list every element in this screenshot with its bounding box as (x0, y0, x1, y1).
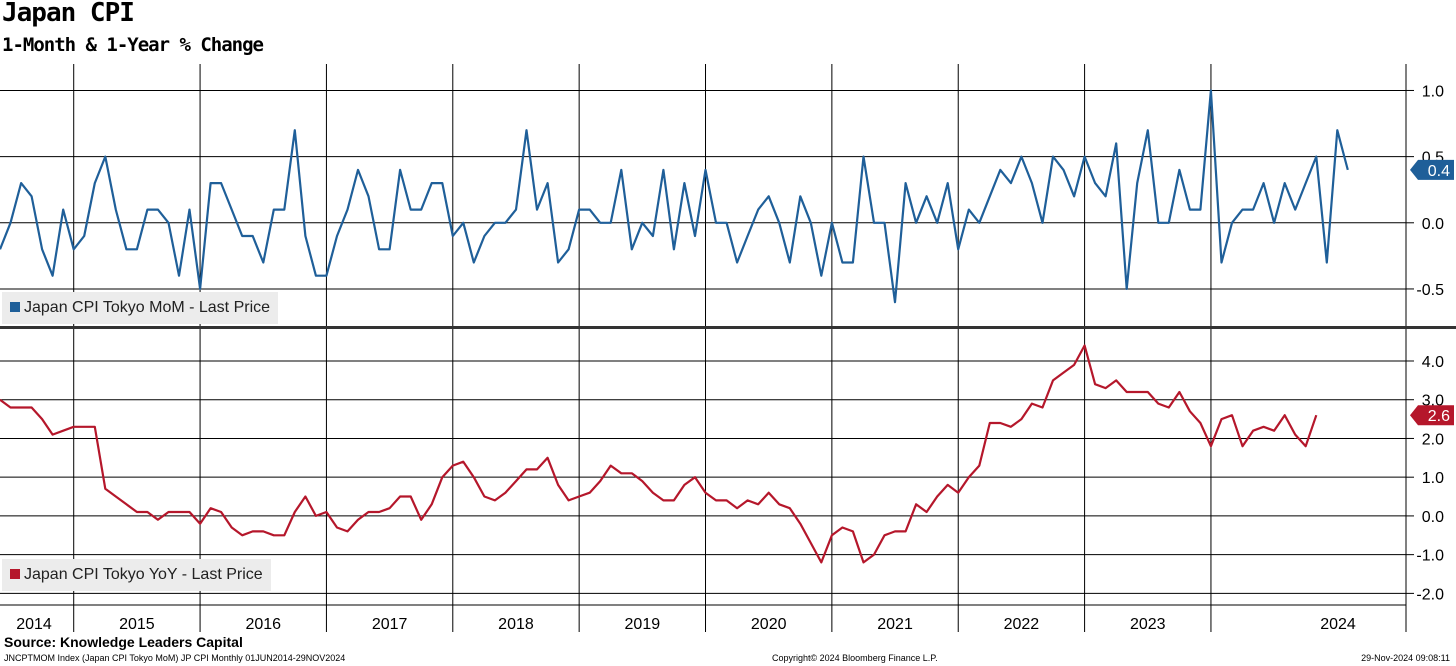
x-year-label: 2015 (119, 616, 155, 633)
yoy-series-last-value: 2.6 (1428, 408, 1450, 425)
x-year-label: 2023 (1130, 616, 1166, 633)
legend-yoy-swatch (10, 568, 20, 579)
yoy-ytick-label: 2.0 (1422, 431, 1444, 448)
legend-mom-swatch (10, 301, 20, 312)
mom-ytick-label: 1.0 (1422, 83, 1444, 100)
chart-subtitle: 1-Month & 1-Year % Change (2, 34, 264, 56)
footer-left: JNCPTMOM Index (Japan CPI Tokyo MoM) JP … (4, 653, 346, 663)
mom-series (0, 89, 1349, 304)
x-year-label: 2021 (877, 616, 913, 633)
legend-mom[interactable]: Japan CPI Tokyo MoM - Last Price (2, 292, 279, 324)
x-year-label: 2022 (1004, 616, 1040, 633)
footer-copyright: Copyright© 2024 Bloomberg Finance L.P. (772, 653, 938, 663)
x-year-label: 2017 (372, 616, 408, 633)
x-year-label: 2014 (16, 616, 52, 633)
yoy-ytick-label: -2.0 (1416, 586, 1444, 603)
footer-timestamp: 29-Nov-2024 09:08:11 (1361, 653, 1450, 663)
yoy-ytick-label: 0.0 (1422, 509, 1444, 526)
mom-series-last-badge (1410, 159, 1454, 180)
x-year-label: 2020 (751, 616, 787, 633)
x-year-label: 2016 (245, 616, 281, 633)
yoy-ytick-label: -1.0 (1416, 548, 1444, 565)
gridlines (0, 64, 1407, 632)
chart-title: Japan CPI (2, 0, 135, 28)
legend-yoy[interactable]: Japan CPI Tokyo YoY - Last Price (2, 559, 271, 591)
yoy-ytick-label: 4.0 (1422, 354, 1444, 371)
x-year-label: 2018 (498, 616, 534, 633)
mom-series-last-value: 0.4 (1428, 163, 1450, 180)
yoy-ytick-label: 1.0 (1422, 470, 1444, 487)
axis-labels: -0.50.00.51.0-2.0-1.00.01.02.03.04.00.42… (16, 83, 1454, 633)
mom-ytick-label: 0.0 (1422, 216, 1444, 233)
mom-ytick-label: -0.5 (1416, 282, 1444, 299)
axes (0, 89, 1456, 606)
source-note: Source: Knowledge Leaders Capital (4, 634, 243, 650)
yoy-series-last-badge (1410, 405, 1454, 426)
x-year-label: 2024 (1320, 616, 1356, 633)
yoy-series (0, 344, 1318, 564)
legend-mom-label: Japan CPI Tokyo MoM - Last Price (24, 299, 271, 316)
x-year-label: 2019 (625, 616, 661, 633)
legend-yoy-label: Japan CPI Tokyo YoY - Last Price (24, 566, 263, 583)
series-lines (0, 89, 1349, 564)
